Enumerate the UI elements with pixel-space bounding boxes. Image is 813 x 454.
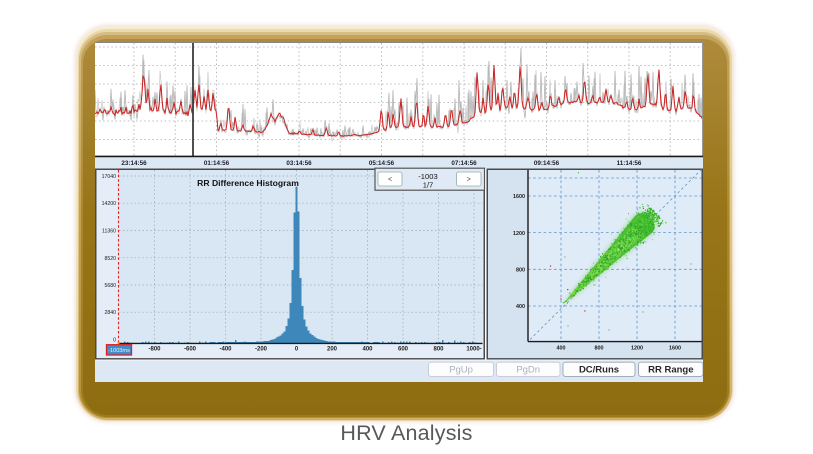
svg-text:400: 400 [557,346,566,352]
svg-text:1200: 1200 [631,346,643,352]
svg-text:11360: 11360 [102,229,116,235]
svg-text:-1003: -1003 [418,172,437,181]
svg-text:-600: -600 [184,347,197,353]
svg-text:5680: 5680 [104,283,116,289]
svg-text:DC/Runs: DC/Runs [579,364,619,375]
svg-text:01:14:56: 01:14:56 [204,160,230,167]
svg-text:PgDn: PgDn [516,364,540,375]
svg-text:11:14:56: 11:14:56 [617,160,642,167]
svg-text:>: > [467,177,471,184]
svg-text:600: 600 [398,347,409,353]
svg-text:07:14:56: 07:14:56 [451,160,477,167]
svg-text:17040: 17040 [102,174,117,180]
svg-text:1200: 1200 [513,231,525,237]
svg-text:1000-: 1000- [466,347,481,353]
svg-text:1/7: 1/7 [423,180,434,189]
svg-text:8520: 8520 [104,256,116,262]
svg-text:200: 200 [327,347,338,353]
svg-text:2840: 2840 [104,310,116,316]
svg-text:09:14:56: 09:14:56 [534,160,560,167]
svg-text:-800: -800 [148,347,161,353]
svg-text:PgUp: PgUp [449,364,473,375]
svg-text:RR Difference Histogram: RR Difference Histogram [197,178,299,188]
svg-text:800: 800 [595,346,604,352]
svg-text:1600: 1600 [669,346,681,352]
svg-text:400: 400 [516,304,525,310]
svg-text:05:14:56: 05:14:56 [369,160,395,167]
svg-text:14200: 14200 [102,201,117,207]
svg-text:-1003ms: -1003ms [108,348,130,354]
svg-text:800: 800 [433,347,444,353]
svg-text:-200: -200 [255,347,268,353]
svg-text:0: 0 [113,338,116,344]
svg-text:800: 800 [516,268,525,274]
svg-text:23:14:56: 23:14:56 [121,160,147,167]
svg-text:-400: -400 [219,347,232,353]
svg-text:<: < [388,177,392,184]
svg-text:400: 400 [362,347,373,353]
svg-text:0: 0 [295,347,299,353]
svg-text:1600: 1600 [513,194,525,200]
svg-text:RR Range: RR Range [648,364,693,375]
svg-text:03:14:56: 03:14:56 [286,160,312,167]
